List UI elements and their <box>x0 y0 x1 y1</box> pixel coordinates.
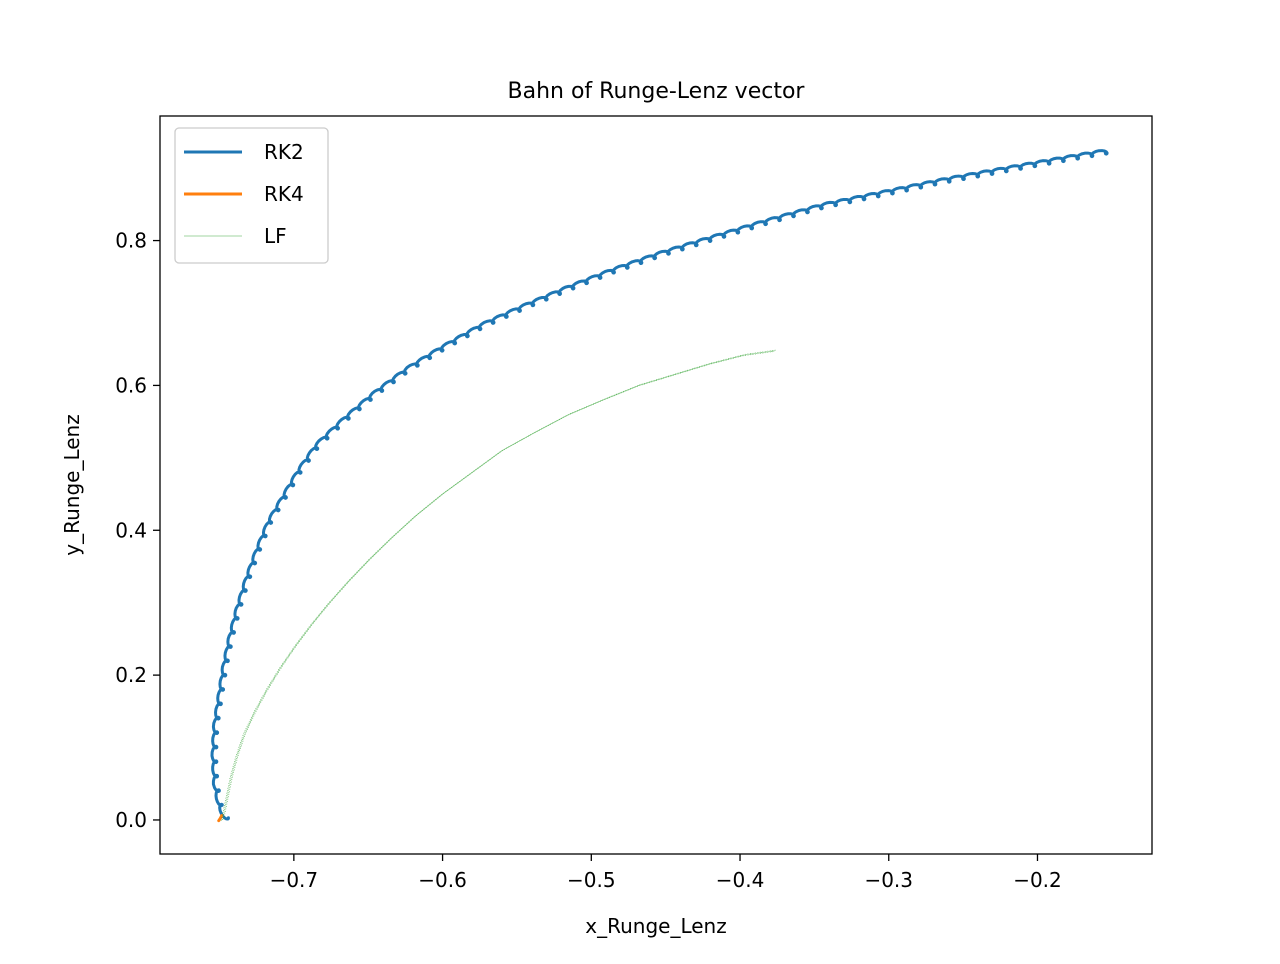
y-tick-label: 0.6 <box>115 373 147 397</box>
legend: RK2 RK4 LF <box>174 127 329 264</box>
x-tick-label: −0.4 <box>716 868 765 892</box>
series-rk2-line <box>210 149 1109 821</box>
legend-label-rk2: RK2 <box>264 140 304 164</box>
x-axis: −0.7 −0.6 −0.5 −0.4 −0.3 −0.2 <box>270 854 1062 892</box>
x-tick-label: −0.5 <box>567 868 616 892</box>
legend-box <box>174 127 329 264</box>
chart-title: Bahn of Runge-Lenz vector <box>508 79 806 104</box>
legend-label-rk4: RK4 <box>264 182 304 206</box>
x-tick-label: −0.2 <box>1013 868 1062 892</box>
y-tick-label: 0.2 <box>115 663 147 687</box>
series-lf-line-0 <box>220 350 775 821</box>
x-axis-label: x_Runge_Lenz <box>585 914 726 938</box>
x-tick-label: −0.6 <box>418 868 467 892</box>
y-axis: 0.0 0.2 0.4 0.6 0.8 <box>115 229 160 832</box>
series-layer <box>210 149 1109 823</box>
x-tick-label: −0.7 <box>270 868 319 892</box>
y-tick-label: 0.8 <box>115 229 147 253</box>
y-tick-label: 0.4 <box>115 518 147 542</box>
y-tick-label: 0.0 <box>115 808 147 832</box>
series-lf-line-2 <box>223 349 777 820</box>
series-rk4-line <box>217 814 224 823</box>
y-axis-label: y_Runge_Lenz <box>60 414 84 555</box>
legend-label-lf: LF <box>264 224 287 248</box>
plot-area-frame <box>159 115 1153 855</box>
series-lf-line-1 <box>222 350 776 821</box>
x-tick-label: −0.3 <box>864 868 913 892</box>
